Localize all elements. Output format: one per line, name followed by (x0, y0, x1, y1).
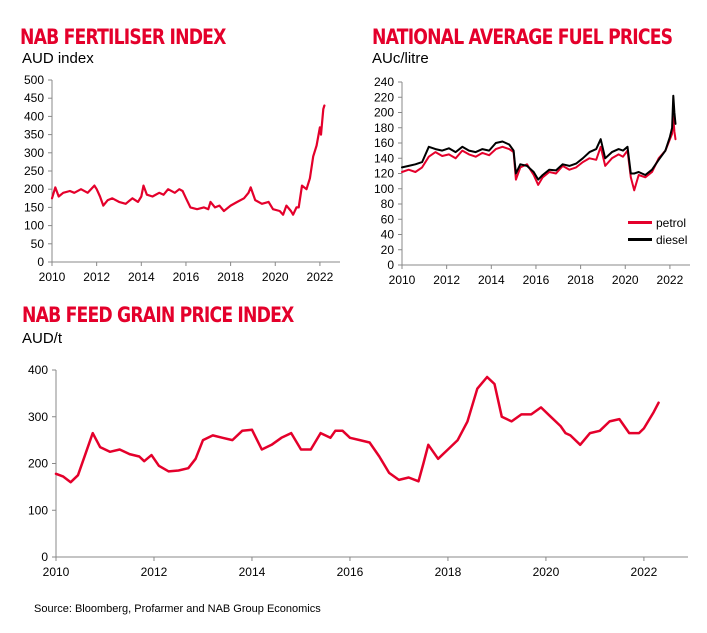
y-tick-label: 50 (31, 237, 45, 251)
grain-unit: AUD/t (22, 330, 63, 347)
y-tick-label: 80 (381, 197, 395, 211)
y-tick-label: 400 (24, 109, 44, 123)
y-tick-label: 450 (24, 91, 44, 105)
x-tick-label: 2010 (39, 270, 66, 284)
x-tick-label: 2012 (433, 273, 460, 287)
series-line-petrol (401, 115, 677, 192)
y-tick-label: 60 (381, 212, 395, 226)
series-line-diesel (401, 94, 677, 181)
series-line-grain (54, 375, 660, 484)
x-tick-label: 2014 (478, 273, 505, 287)
x-tick-label: 2012 (83, 270, 110, 284)
y-tick-label: 200 (28, 457, 48, 471)
source-note: Source: Bloomberg, Profarmer and NAB Gro… (34, 603, 321, 615)
series-line-fertiliser (50, 104, 326, 216)
x-tick-label: 2022 (307, 270, 334, 284)
fertiliser-unit: AUD index (22, 50, 94, 67)
y-tick-label: 120 (374, 167, 394, 181)
x-tick-label: 2016 (337, 565, 364, 579)
legend-item-diesel: diesel (628, 231, 687, 248)
y-tick-label: 350 (24, 128, 44, 142)
fertiliser-title: NAB FERTILISER INDEX (20, 25, 226, 49)
x-tick-label: 2018 (567, 273, 594, 287)
x-tick-label: 2022 (657, 273, 684, 287)
y-tick-label: 100 (374, 182, 394, 196)
y-tick-label: 250 (24, 164, 44, 178)
x-tick-label: 2016 (173, 270, 200, 284)
x-tick-label: 2018 (217, 270, 244, 284)
y-tick-label: 300 (24, 146, 44, 160)
y-tick-label: 0 (37, 255, 44, 269)
legend-swatch-diesel (628, 238, 652, 241)
legend-label-petrol: petrol (656, 215, 687, 230)
x-tick-label: 2016 (523, 273, 550, 287)
legend-label-diesel: diesel (656, 232, 688, 247)
y-tick-label: 200 (374, 106, 394, 120)
legend-swatch-petrol (628, 221, 652, 224)
x-tick-label: 2014 (128, 270, 155, 284)
y-tick-label: 240 (374, 75, 394, 89)
y-tick-label: 40 (381, 228, 395, 242)
y-tick-label: 0 (41, 550, 48, 564)
x-tick-label: 2010 (43, 565, 70, 579)
y-tick-label: 180 (374, 121, 394, 135)
x-tick-label: 2020 (612, 273, 639, 287)
fuel-unit: AUc/litre (372, 50, 429, 67)
y-tick-label: 100 (28, 503, 48, 517)
y-tick-label: 200 (24, 182, 44, 196)
x-tick-label: 2010 (389, 273, 416, 287)
y-tick-label: 160 (374, 136, 394, 150)
legend-item-petrol: petrol (628, 214, 687, 231)
x-tick-label: 2012 (141, 565, 168, 579)
y-tick-label: 140 (374, 151, 394, 165)
grain-title: NAB FEED GRAIN PRICE INDEX (22, 303, 294, 327)
y-tick-label: 400 (28, 363, 48, 377)
y-tick-label: 0 (387, 258, 394, 272)
x-tick-label: 2020 (533, 565, 560, 579)
x-tick-label: 2020 (262, 270, 289, 284)
y-tick-label: 500 (24, 73, 44, 87)
y-tick-label: 150 (24, 200, 44, 214)
y-tick-label: 100 (24, 219, 44, 233)
y-tick-label: 220 (374, 90, 394, 104)
y-tick-label: 300 (28, 410, 48, 424)
x-tick-label: 2018 (435, 565, 462, 579)
x-tick-label: 2022 (631, 565, 658, 579)
fuel-legend: petrol diesel (628, 214, 687, 248)
x-tick-label: 2014 (239, 565, 266, 579)
y-tick-label: 20 (381, 243, 395, 257)
fuel-title: NATIONAL AVERAGE FUEL PRICES (372, 25, 673, 49)
